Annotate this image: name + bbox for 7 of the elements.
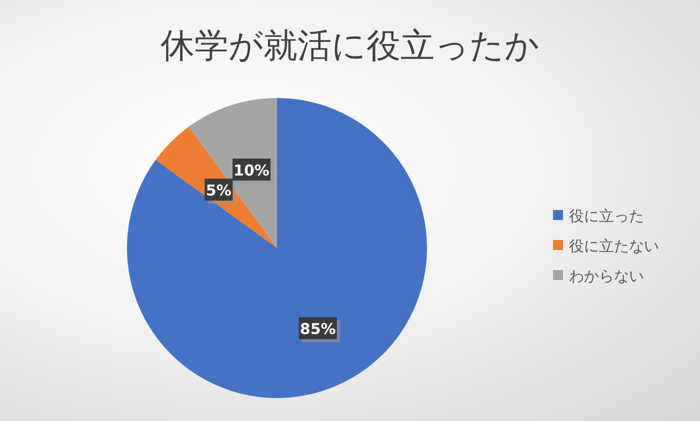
legend-label: わからない <box>569 267 644 285</box>
data-label: 5% <box>206 182 232 200</box>
data-label: 10% <box>234 162 270 180</box>
legend-label: 役に立った <box>569 207 644 225</box>
chart-title: 休学が就活に役立ったか <box>160 26 540 66</box>
legend-label: 役に立たない <box>569 237 659 255</box>
data-label: 85% <box>300 320 336 338</box>
